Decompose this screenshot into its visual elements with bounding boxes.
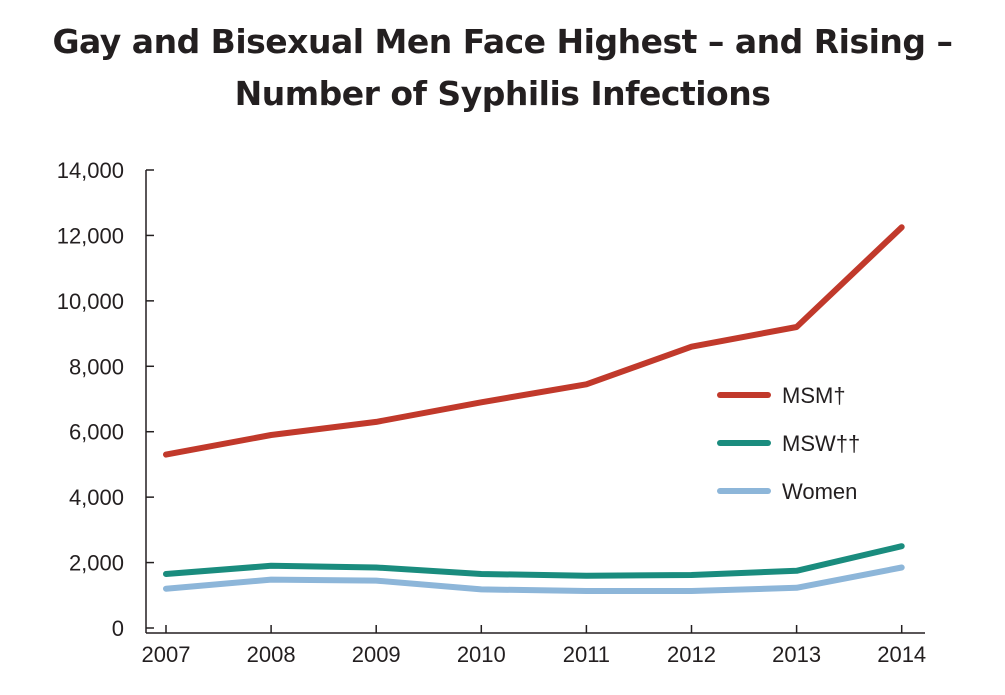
x-tick-label: 2014 bbox=[877, 642, 926, 667]
x-tick-label: 2011 bbox=[563, 642, 610, 667]
chart-title-line-1: Gay and Bisexual Men Face Highest – and … bbox=[52, 22, 953, 61]
legend-label: MSM† bbox=[782, 383, 846, 408]
y-tick-label: 6,000 bbox=[69, 420, 124, 445]
legend-label: Women bbox=[782, 479, 857, 504]
y-tick-label: 10,000 bbox=[57, 289, 124, 314]
legend: MSM† MSW†† Women bbox=[717, 383, 860, 504]
series-line-msw bbox=[163, 543, 905, 579]
chart-axes: 0 2,000 4,000 6,000 8,000 10,000 12,000 14,000 2… bbox=[57, 158, 926, 667]
y-tick-label: 2,000 bbox=[69, 551, 124, 576]
y-tick-label: 4,000 bbox=[69, 485, 124, 510]
y-tick-label: 8,000 bbox=[69, 354, 124, 379]
chart-title: Gay and Bisexual Men Face Highest – and … bbox=[0, 16, 1005, 120]
y-tick-label: 12,000 bbox=[57, 223, 124, 248]
series-layer bbox=[163, 224, 905, 594]
x-tick-label: 2007 bbox=[142, 642, 191, 667]
series-line-msm bbox=[163, 224, 905, 458]
series-line-women bbox=[163, 564, 905, 594]
chart-title-line-2: Number of Syphilis Infections bbox=[234, 74, 771, 113]
x-tick-label: 2013 bbox=[772, 642, 821, 667]
x-tick-label: 2009 bbox=[352, 642, 401, 667]
x-tick-label: 2008 bbox=[247, 642, 296, 667]
y-tick-label: 14,000 bbox=[57, 158, 124, 183]
x-tick-label: 2010 bbox=[457, 642, 506, 667]
y-tick-label: 0 bbox=[112, 616, 124, 641]
x-tick-label: 2012 bbox=[667, 642, 716, 667]
legend-label: MSW†† bbox=[782, 431, 860, 456]
